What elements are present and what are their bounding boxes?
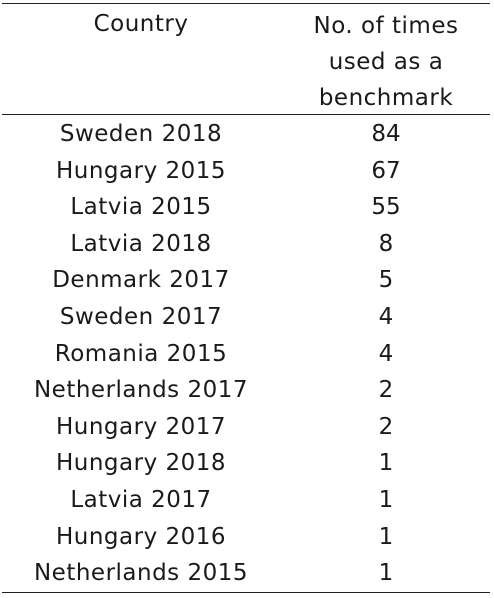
count-cell: 55	[371, 194, 401, 221]
count-cell: 1	[378, 450, 394, 477]
count-cell: 2	[378, 413, 394, 440]
header-divider	[2, 114, 490, 115]
table-body: Sweden 2018 84 Hungary 2015 67 Latvia 20…	[0, 116, 494, 592]
count-cell: 8	[378, 230, 394, 257]
table-bottom-border	[2, 592, 490, 593]
country-cell: Hungary 2018	[55, 450, 227, 477]
table-row: Netherlands 2015 1	[0, 555, 494, 592]
table-row: Hungary 2018 1	[0, 445, 494, 482]
table-row: Latvia 2015 55	[0, 189, 494, 226]
count-cell: 84	[371, 121, 401, 147]
count-cell: 1	[378, 560, 394, 587]
country-cell: Netherlands 2017	[33, 377, 249, 404]
count-cell: 1	[378, 486, 394, 513]
table-row: Sweden 2017 4	[0, 299, 494, 336]
country-cell: Denmark 2017	[52, 267, 230, 294]
table-row: Hungary 2016 1	[0, 519, 494, 556]
country-cell: Latvia 2017	[70, 486, 212, 513]
table-row: Netherlands 2017 2	[0, 372, 494, 409]
column-header-benchmark-line-2: used as a	[328, 49, 444, 75]
country-cell: Romania 2015	[54, 340, 228, 367]
country-cell: Sweden 2017	[59, 303, 223, 330]
table-row: Romania 2015 4	[0, 336, 494, 373]
country-cell: Sweden 2018	[59, 121, 223, 147]
column-header-benchmark-count: No. of times used as a benchmark	[282, 8, 490, 116]
count-cell: 1	[378, 523, 394, 550]
country-cell: Hungary 2017	[55, 413, 227, 440]
country-cell: Netherlands 2015	[33, 560, 249, 587]
count-cell: 4	[378, 340, 394, 367]
column-header-country: Country	[93, 11, 189, 37]
count-cell: 4	[378, 303, 394, 330]
country-cell: Latvia 2018	[70, 230, 212, 257]
country-cell: Hungary 2015	[55, 157, 227, 184]
country-cell: Latvia 2015	[70, 194, 212, 221]
table-row: Denmark 2017 5	[0, 262, 494, 299]
count-cell: 5	[378, 267, 394, 294]
table-header: Country No. of times used as a benchmark	[0, 4, 494, 114]
table-row: Hungary 2017 2	[0, 409, 494, 446]
table-row: Hungary 2015 67	[0, 153, 494, 190]
table-top-border	[2, 3, 490, 4]
column-header-benchmark-line-1: No. of times	[313, 13, 459, 39]
table-row: Latvia 2017 1	[0, 482, 494, 519]
table-row: Latvia 2018 8	[0, 226, 494, 263]
table-row: Sweden 2018 84	[0, 116, 494, 153]
count-cell: 67	[371, 157, 401, 184]
column-header-benchmark-line-3: benchmark	[318, 85, 454, 111]
count-cell: 2	[378, 377, 394, 404]
country-cell: Hungary 2016	[55, 523, 227, 550]
